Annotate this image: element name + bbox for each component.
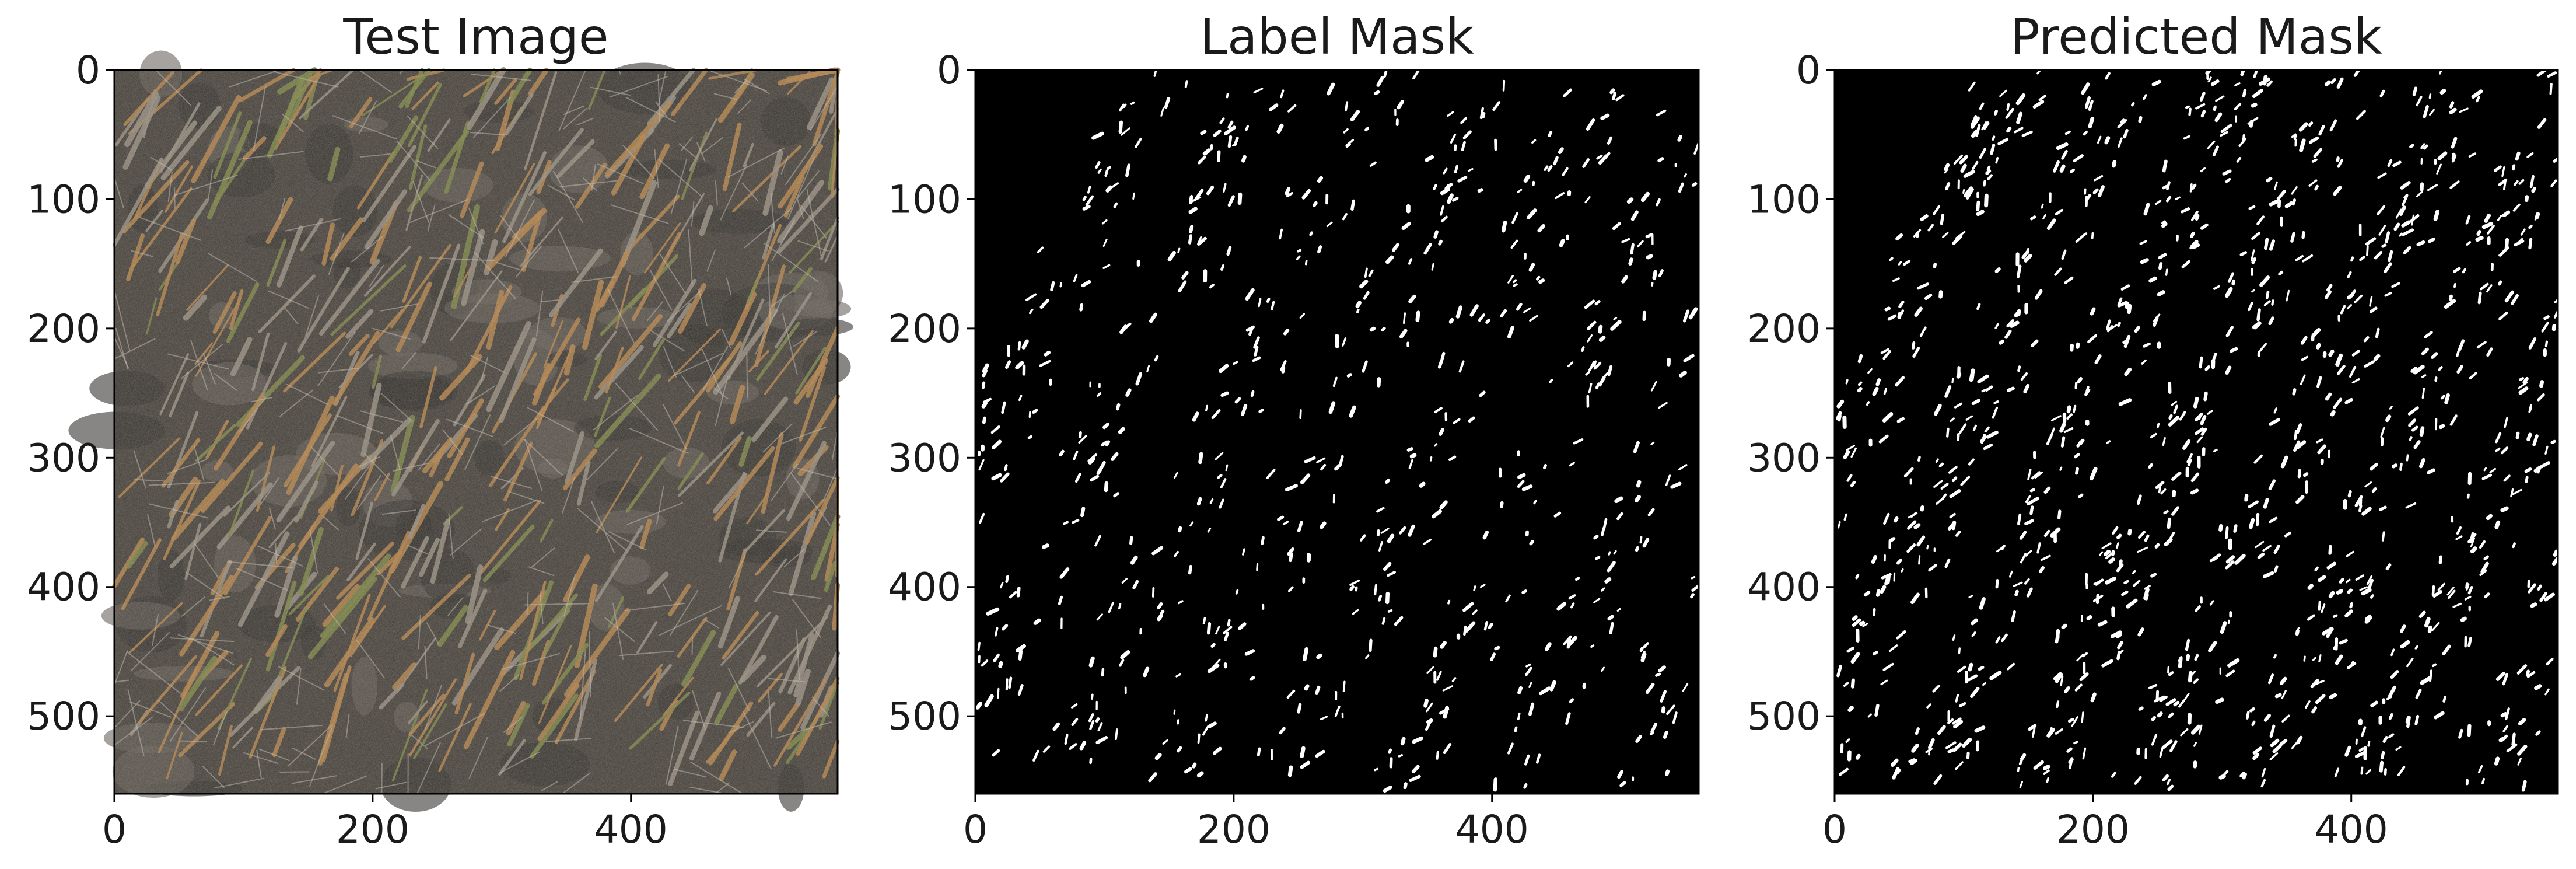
y-tick-label: 300 <box>27 435 100 480</box>
test-image-panel: Test Image 0 200 400 0 100 200 300 400 500 <box>27 8 853 852</box>
x-tick-label: 200 <box>1197 807 1270 852</box>
y-tick-label: 300 <box>888 435 961 480</box>
y-tick-label: 100 <box>888 177 961 222</box>
mask-segments <box>1836 65 2561 792</box>
y-tick-label: 200 <box>888 306 961 351</box>
x-tick-label: 0 <box>1822 807 1847 852</box>
y-tick-label: 100 <box>1747 177 1821 222</box>
panel-title: Label Mask <box>1200 8 1474 65</box>
x-tick-label: 400 <box>1455 807 1529 852</box>
y-tick-label: 200 <box>27 306 100 351</box>
y-tick-label: 400 <box>1747 565 1821 610</box>
predicted-mask-panel: Predicted Mask 0 200 400 0 100 200 300 400 500 <box>1747 8 2561 852</box>
y-tick-label: 0 <box>76 48 100 93</box>
x-tick-label: 200 <box>336 807 410 852</box>
y-tick-label: 400 <box>27 565 100 610</box>
mask-background <box>975 70 1699 794</box>
x-tick-label: 400 <box>594 807 668 852</box>
x-tick-label: 400 <box>2315 807 2388 852</box>
photo-texture <box>114 70 838 794</box>
axes-frame <box>974 69 1700 795</box>
y-tick-label: 500 <box>888 694 961 739</box>
y-tick-label: 500 <box>27 694 100 739</box>
mask-segments <box>975 66 1702 793</box>
y-tick-label: 0 <box>937 48 961 93</box>
y-tick-label: 100 <box>27 177 100 222</box>
panel-title: Predicted Mask <box>2010 8 2382 65</box>
y-tick-label: 400 <box>888 565 961 610</box>
y-tick-label: 300 <box>1747 435 1821 480</box>
label-mask-panel: Label Mask 0 200 400 0 100 200 300 400 500 <box>888 8 1702 852</box>
y-tick-label: 0 <box>1796 48 1821 93</box>
axes-frame <box>113 69 839 795</box>
x-tick-label: 0 <box>102 807 127 852</box>
x-tick-label: 0 <box>963 807 988 852</box>
y-tick-label: 500 <box>1747 694 1821 739</box>
y-tick-label: 200 <box>1747 306 1821 351</box>
x-tick-label: 200 <box>2056 807 2130 852</box>
panel-title: Test Image <box>342 8 608 65</box>
axes-frame <box>1833 69 2559 795</box>
